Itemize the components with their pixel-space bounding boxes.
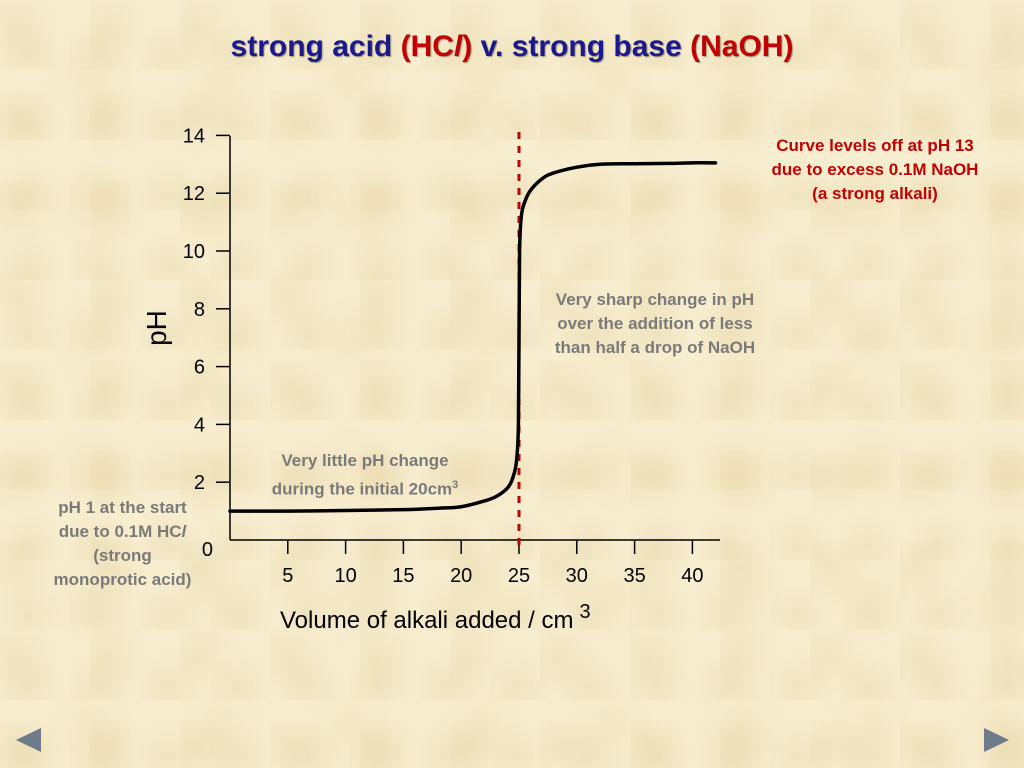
note-sharp-line-3: than half a drop of NaOH: [554, 338, 756, 357]
chart-axes: [229, 136, 720, 541]
x-tick-label: 25: [508, 565, 530, 587]
title-base: (NaOH): [690, 30, 794, 63]
title-paren-close: ): [462, 30, 473, 63]
x-tick-label: 30: [566, 565, 588, 587]
title-text-1: strong acid: [230, 30, 401, 63]
x-tick-label: 40: [681, 565, 703, 587]
title-paren-open: (: [400, 30, 411, 63]
note-little-change: Very little pH change during the initial…: [240, 449, 490, 502]
note-sharp-line-2: over the addition of less: [557, 314, 753, 333]
y-tick-label: 6: [194, 357, 205, 379]
note-start-line-3: (strong: [93, 546, 152, 565]
x-axis-label: Volume of alkali added / cm 3: [280, 601, 591, 634]
note-little-sup: 3: [452, 479, 459, 491]
x-tick-label: 20: [450, 565, 472, 587]
note-little-line-1: Very little pH change: [281, 451, 449, 470]
x-axis-label-text: Volume of alkali added / cm: [280, 607, 574, 634]
x-tick-label: 5: [282, 565, 293, 587]
note-little-line-2: during the initial 20cm: [271, 479, 453, 499]
note-sharp-line-1: Very sharp change in pH: [555, 290, 755, 309]
note-start-line-1: pH 1 at the start: [58, 498, 187, 517]
note-curve-levels: Curve levels off at pH 13 due to excess …: [745, 134, 1005, 206]
y-tick-label: 2: [194, 472, 205, 494]
title-acid-formula: HC: [410, 30, 454, 63]
y-axis-label: pH: [141, 310, 172, 346]
y-tick-label: 0: [202, 539, 213, 561]
chart-ticks: 0 2 4 6 8 10 12 14 5 10 15 20 25 30 35 40: [183, 125, 704, 587]
note-start-line-2: due to 0.1M HC: [58, 522, 182, 541]
x-tick-label: 35: [623, 565, 645, 587]
note-start: pH 1 at the start due to 0.1M HCl (stron…: [30, 496, 215, 592]
y-tick-label: 14: [183, 125, 205, 147]
y-tick-label: 4: [194, 414, 205, 436]
x-tick-label: 15: [392, 565, 414, 587]
x-tick-label: 10: [334, 565, 356, 587]
y-tick-label: 10: [183, 241, 205, 263]
x-axis-label-sup: 3: [580, 601, 591, 623]
note-curve-levels-line-1: Curve levels off at pH 13: [776, 136, 974, 155]
slide-title: strong acid (HCl) v. strong base (NaOH): [0, 30, 1024, 64]
next-slide-icon[interactable]: [984, 728, 1009, 752]
previous-slide-icon[interactable]: [16, 728, 41, 752]
titration-curve: [228, 161, 718, 513]
note-curve-levels-line-3: (a strong alkali): [812, 184, 938, 203]
y-tick-label: 12: [183, 183, 205, 205]
note-sharp-change: Very sharp change in pH over the additio…: [525, 288, 785, 360]
note-start-line-4: monoprotic acid): [53, 570, 192, 589]
y-tick-label: 8: [194, 299, 205, 321]
note-start-italic: l: [181, 522, 187, 541]
title-text-2: v. strong base: [472, 30, 691, 63]
note-curve-levels-line-2: due to excess 0.1M NaOH: [771, 160, 979, 179]
title-acid-italic: l: [453, 30, 463, 63]
